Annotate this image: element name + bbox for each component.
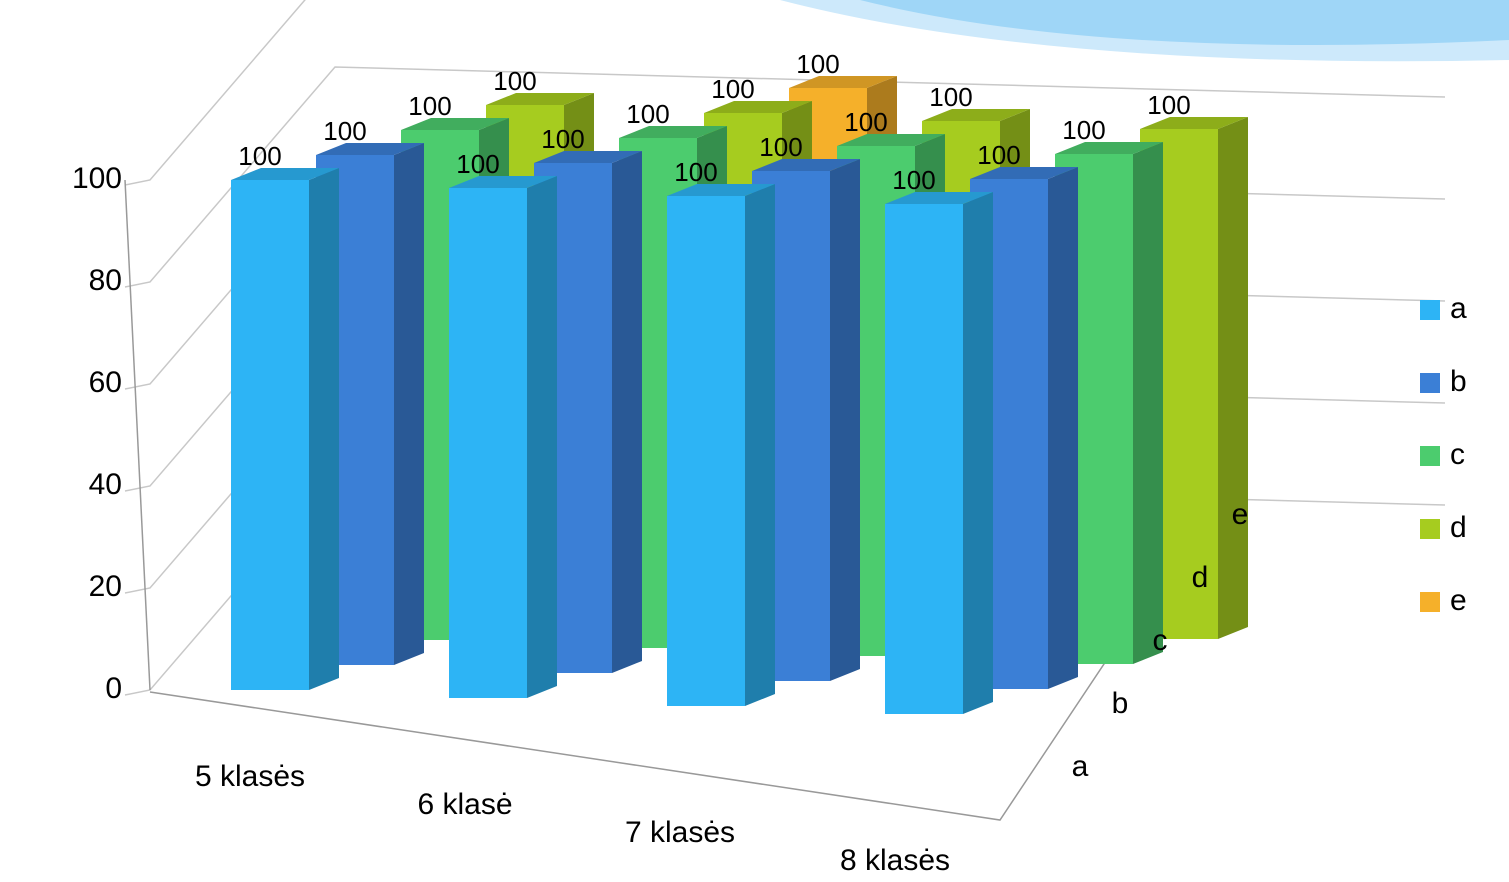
bar-top xyxy=(534,151,642,163)
legend-label: a xyxy=(1450,292,1467,325)
y-tick-label: 80 xyxy=(89,264,122,297)
bar-top xyxy=(316,143,424,155)
bar-top xyxy=(752,159,860,171)
value-label: 100 xyxy=(977,140,1020,170)
bar-group: 100 xyxy=(667,157,775,706)
bar-top xyxy=(231,168,339,180)
z-tick-label: a xyxy=(1072,750,1089,783)
value-label: 100 xyxy=(892,165,935,195)
z-tick-label: c xyxy=(1153,624,1168,657)
bar-top xyxy=(922,109,1030,121)
bar-side xyxy=(963,192,993,714)
z-tick-label: b xyxy=(1112,687,1129,720)
value-label: 100 xyxy=(674,157,717,187)
axis-line xyxy=(124,179,151,691)
bar-top xyxy=(885,192,993,204)
bar-top xyxy=(970,167,1078,179)
bar-side xyxy=(527,176,557,698)
y-tick-label: 40 xyxy=(89,468,122,501)
legend-swatch xyxy=(1420,592,1440,612)
grid-line xyxy=(124,0,306,186)
bar-side xyxy=(1048,167,1078,689)
bar-side xyxy=(309,168,339,690)
bar xyxy=(231,180,309,690)
bar xyxy=(885,204,963,714)
bar-top xyxy=(837,134,945,146)
legend-swatch xyxy=(1420,373,1440,393)
bar-side xyxy=(394,143,424,665)
value-label: 100 xyxy=(796,49,839,79)
bar-group: 100 xyxy=(449,149,557,698)
value-label: 100 xyxy=(493,66,536,96)
legend-swatch xyxy=(1420,519,1440,539)
value-label: 100 xyxy=(759,132,802,162)
bar-group: 100 xyxy=(885,165,993,714)
value-label: 100 xyxy=(323,116,366,146)
bar-side xyxy=(745,184,775,706)
value-label: 100 xyxy=(456,149,499,179)
x-tick-label: 8 klasės xyxy=(840,844,950,877)
value-label: 100 xyxy=(626,99,669,129)
value-label: 100 xyxy=(1062,115,1105,145)
y-tick-label: 60 xyxy=(89,366,122,399)
bar-top xyxy=(1140,117,1248,129)
value-label: 100 xyxy=(711,74,754,104)
value-label: 100 xyxy=(929,82,972,112)
bar-side xyxy=(612,151,642,673)
x-tick-label: 6 klasė xyxy=(417,788,512,821)
bar-top xyxy=(789,76,897,88)
legend-label: e xyxy=(1450,584,1467,617)
y-tick-label: 0 xyxy=(105,672,122,705)
x-tick-label: 7 klasės xyxy=(625,816,735,849)
value-label: 100 xyxy=(408,91,451,121)
bar-group: 100 xyxy=(231,141,339,690)
value-label: 100 xyxy=(844,107,887,137)
value-label: 100 xyxy=(1147,90,1190,120)
y-tick-label: 20 xyxy=(89,570,122,603)
x-tick-label: 5 klasės xyxy=(195,760,305,793)
value-label: 100 xyxy=(238,141,281,171)
legend-swatch xyxy=(1420,300,1440,320)
bar-top xyxy=(486,93,594,105)
z-tick-label: d xyxy=(1192,561,1209,594)
z-tick-label: e xyxy=(1232,498,1249,531)
bar-top xyxy=(619,126,727,138)
legend-label: b xyxy=(1450,365,1467,398)
decoration xyxy=(860,0,1509,45)
bar-top xyxy=(401,118,509,130)
bar-top xyxy=(449,176,557,188)
value-label: 100 xyxy=(541,124,584,154)
legend-label: d xyxy=(1450,511,1467,544)
y-tick-label: 100 xyxy=(72,162,122,195)
bar-side xyxy=(1133,142,1163,664)
bar xyxy=(449,188,527,698)
bar-top xyxy=(1055,142,1163,154)
legend-swatch xyxy=(1420,446,1440,466)
legend-label: c xyxy=(1450,438,1465,471)
bar-top xyxy=(667,184,775,196)
bar-side xyxy=(1218,117,1248,639)
bar-side xyxy=(830,159,860,681)
bar xyxy=(667,196,745,706)
bar-top xyxy=(704,101,812,113)
